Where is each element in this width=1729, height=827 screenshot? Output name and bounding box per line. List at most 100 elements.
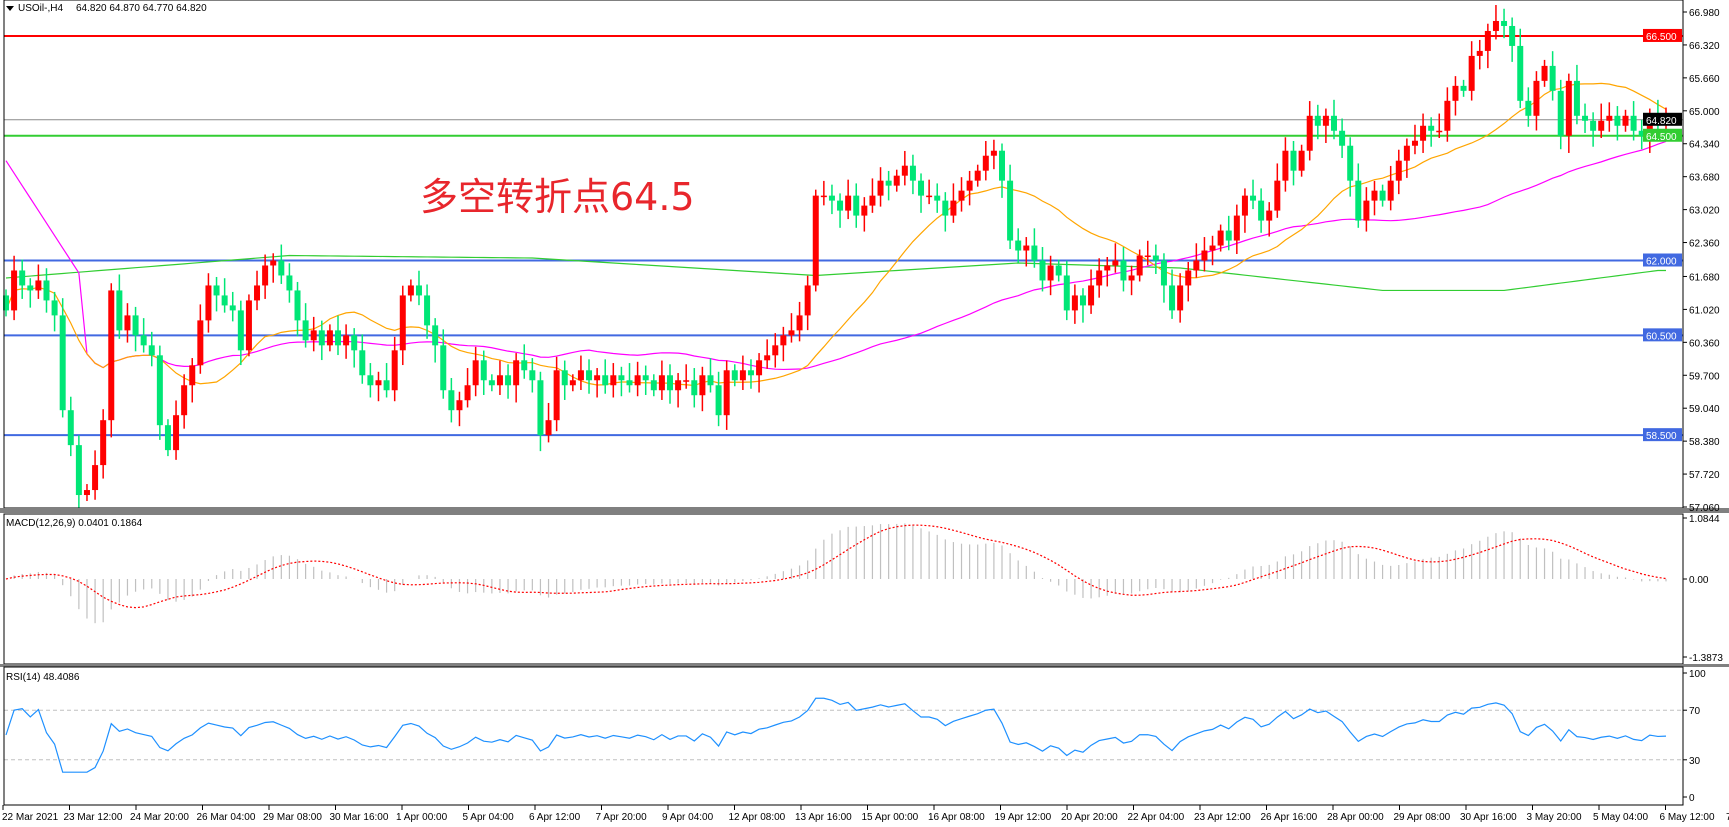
candle-body bbox=[1209, 245, 1216, 251]
candlestick bbox=[796, 301, 803, 342]
candlestick bbox=[205, 273, 212, 333]
candlestick bbox=[561, 360, 568, 400]
candlestick bbox=[1298, 144, 1305, 177]
candlestick bbox=[1225, 215, 1232, 251]
candlestick bbox=[1436, 113, 1443, 138]
time-tick-label: 16 Apr 08:00 bbox=[928, 812, 985, 823]
candlestick bbox=[1517, 28, 1524, 109]
candle-body bbox=[594, 375, 601, 381]
candlestick bbox=[804, 275, 811, 331]
level-price-label: 64.500 bbox=[1646, 132, 1677, 143]
candle-body bbox=[1525, 100, 1532, 116]
candle-body bbox=[796, 315, 803, 331]
price-tick-label: 57.720 bbox=[1689, 470, 1720, 481]
level-price-tag bbox=[1643, 328, 1682, 342]
candle-body bbox=[1322, 115, 1329, 126]
candlestick bbox=[586, 359, 593, 394]
annotation-text: 多空转折点64.5 bbox=[420, 175, 695, 219]
moving-average-fast-line bbox=[5, 82, 1667, 387]
candle-body bbox=[27, 285, 34, 291]
candlestick bbox=[1525, 87, 1532, 127]
candlestick bbox=[1476, 39, 1483, 70]
price-tags: 66.500 64.500 62.000 60.500 58.500 64.820 bbox=[1643, 28, 1682, 442]
candlestick bbox=[1023, 237, 1030, 267]
candle-body bbox=[132, 315, 139, 336]
time-tick-label: 3 May 20:00 bbox=[1527, 812, 1582, 823]
candle-body bbox=[820, 195, 827, 198]
candlestick bbox=[383, 363, 390, 398]
candlestick bbox=[213, 276, 220, 312]
candle-body bbox=[804, 285, 811, 316]
candle-body bbox=[1355, 180, 1362, 221]
candle-body bbox=[1088, 285, 1095, 306]
macd-panel[interactable] bbox=[5, 523, 1667, 624]
level-price-label: 60.500 bbox=[1646, 331, 1677, 342]
candlestick bbox=[100, 409, 107, 479]
candle-body bbox=[237, 310, 244, 351]
candlestick bbox=[197, 304, 204, 374]
candle-body bbox=[691, 380, 698, 396]
candle-body bbox=[610, 375, 617, 386]
candlestick bbox=[1387, 165, 1394, 211]
candle-body bbox=[990, 150, 997, 156]
panel-splitter bbox=[0, 508, 1729, 513]
candle-body bbox=[853, 195, 860, 216]
price-tick-label: 63.020 bbox=[1689, 206, 1720, 217]
candle-body bbox=[1428, 125, 1435, 131]
candle-body bbox=[35, 280, 42, 291]
candle-body bbox=[1363, 200, 1370, 221]
candlestick bbox=[545, 402, 552, 443]
candlestick bbox=[1088, 269, 1095, 314]
candle-body bbox=[456, 400, 463, 411]
candle-body bbox=[1233, 215, 1240, 241]
level-price-label: 66.500 bbox=[1646, 32, 1677, 43]
time-tick-label: 1 Apr 00:00 bbox=[396, 812, 448, 823]
candle-body bbox=[359, 350, 366, 376]
candle-body bbox=[440, 345, 447, 391]
candlestick bbox=[1039, 247, 1046, 292]
candle-body bbox=[343, 335, 350, 346]
candle-body bbox=[1177, 285, 1184, 311]
price-tick-label: 64.340 bbox=[1689, 140, 1720, 151]
candle-body bbox=[1160, 260, 1167, 286]
candle-body bbox=[893, 175, 900, 186]
candlestick bbox=[747, 359, 754, 389]
candlestick bbox=[496, 360, 503, 395]
candle-body bbox=[488, 380, 495, 386]
candle-body bbox=[1282, 150, 1289, 181]
candlestick bbox=[156, 345, 163, 440]
candle-body bbox=[1120, 260, 1127, 281]
candle-body bbox=[11, 270, 18, 311]
rsi-panel[interactable] bbox=[4, 697, 1683, 773]
candlestick bbox=[1468, 41, 1475, 101]
candle-body bbox=[59, 315, 66, 411]
candle-body bbox=[351, 335, 358, 351]
candle-body bbox=[1250, 195, 1257, 201]
candle-body bbox=[926, 195, 933, 198]
macd-axis-label: 1.0844 bbox=[1689, 514, 1720, 525]
candlestick bbox=[1339, 118, 1346, 158]
candle-body bbox=[375, 380, 382, 386]
candle-body bbox=[1452, 85, 1459, 101]
candle-body bbox=[1347, 145, 1354, 181]
candlestick bbox=[1120, 247, 1127, 292]
candlestick bbox=[966, 170, 973, 206]
candlestick bbox=[1031, 228, 1038, 268]
candlestick bbox=[934, 183, 941, 213]
candlestick bbox=[707, 358, 714, 393]
candle-body bbox=[1144, 255, 1151, 258]
candle-body bbox=[845, 195, 852, 211]
dropdown-triangle-icon[interactable] bbox=[6, 6, 14, 11]
candlestick bbox=[254, 270, 261, 311]
candle-body bbox=[731, 370, 738, 381]
candle-body bbox=[918, 180, 925, 196]
time-tick-label: 6 Apr 12:00 bbox=[529, 812, 581, 823]
candlestick bbox=[1541, 59, 1548, 87]
candlestick bbox=[1452, 76, 1459, 116]
candle-body bbox=[658, 375, 665, 391]
candlestick bbox=[35, 264, 42, 299]
candle-body bbox=[1395, 160, 1402, 181]
candlestick bbox=[529, 358, 536, 393]
